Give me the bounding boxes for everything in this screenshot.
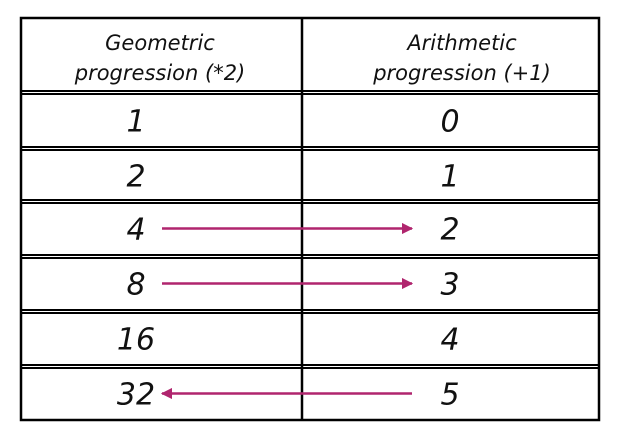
header-geometric-line-2: progression (*2): [74, 61, 246, 85]
geometric-value: 16: [117, 323, 155, 358]
table-frame: [19, 16, 601, 422]
header-geometric-line-1: Geometric: [105, 31, 215, 55]
header-arithmetic-line-1: Arithmetic: [405, 31, 517, 55]
arithmetic-value: 1: [440, 160, 459, 195]
table-header: Geometric progression (*2) Arithmetic pr…: [74, 31, 551, 85]
arrow-layer: [160, 222, 414, 400]
table-outer-border: [19, 16, 601, 422]
geometric-value: 1: [126, 105, 145, 140]
arithmetic-value: 4: [440, 323, 459, 358]
arithmetic-value: 3: [440, 268, 459, 303]
geometric-value: 4: [126, 213, 145, 248]
geometric-value: 2: [126, 160, 145, 195]
arithmetic-value: 2: [440, 213, 459, 248]
geometric-value: 8: [126, 268, 145, 303]
arithmetic-value: 5: [440, 378, 459, 413]
arithmetic-value: 0: [440, 105, 459, 140]
geometric-value: 32: [117, 378, 155, 413]
table-body: 1 0 2 1 4 2 8 3 16 4 32 5: [117, 105, 460, 413]
header-arithmetic-line-2: progression (+1): [372, 61, 551, 85]
